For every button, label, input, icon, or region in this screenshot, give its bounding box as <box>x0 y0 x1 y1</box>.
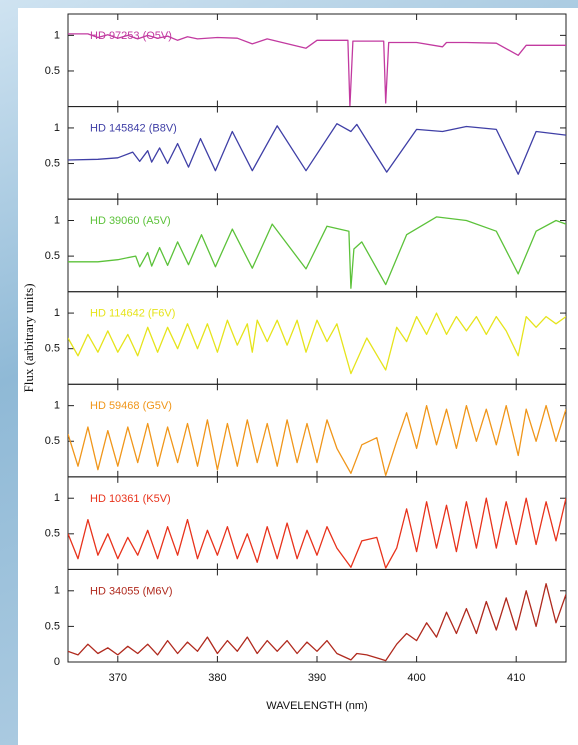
series-label: HD 10361 (K5V) <box>90 493 171 505</box>
x-tick-label: 390 <box>308 672 326 684</box>
series-label: HD 34055 (M6V) <box>90 585 173 597</box>
x-tick-label: 400 <box>407 672 425 684</box>
panel: 0.5 1 HD 145842 (B8V) <box>45 106 567 200</box>
series-label: HD 97253 (O5V) <box>90 30 172 42</box>
spectrum-line <box>68 33 566 107</box>
x-tick-label: 410 <box>507 672 525 684</box>
x-axis-label: WAVELENGTH (nm) <box>266 700 367 712</box>
y-tick-label: 1 <box>54 307 60 319</box>
series-label: HD 145842 (B8V) <box>90 122 177 134</box>
series-label: HD 39060 (A5V) <box>90 215 171 227</box>
y-tick-label: 1 <box>54 585 60 597</box>
series-label: HD 59468 (G5V) <box>90 400 172 412</box>
spectrum-line <box>68 216 566 289</box>
y-tick-label: 1 <box>54 29 60 41</box>
y-tick-label: 0.5 <box>45 343 60 355</box>
y-tick-label: 0.5 <box>45 620 60 632</box>
y-tick-label: 0.5 <box>45 528 60 540</box>
y-tick-label: 1 <box>54 214 60 226</box>
spectrum-line <box>68 312 566 375</box>
y-axis-label: Flux (arbitrary units) <box>21 283 36 392</box>
x-tick-label: 370 <box>109 672 127 684</box>
y-tick-label: 0.5 <box>45 65 60 77</box>
spectrum-line <box>68 404 566 477</box>
chart-background <box>18 8 578 745</box>
spectrum-line <box>68 497 566 569</box>
y-tick-label: 1 <box>54 492 60 504</box>
spectrum-line <box>68 583 566 662</box>
spectrum-line <box>68 123 566 175</box>
x-tick-label: 380 <box>208 672 226 684</box>
y-tick-label: 0.5 <box>45 250 60 262</box>
panel: 0 0.5 1 370 380 390 400 410 WAVELENGTH (nm) HD 34… <box>45 568 567 712</box>
y-tick-label: 0 <box>54 656 60 668</box>
series-label: HD 114642 (F6V) <box>90 308 175 320</box>
y-tick-label: 1 <box>54 400 60 412</box>
y-tick-label: 1 <box>54 122 60 134</box>
y-tick-label: 0.5 <box>45 435 60 447</box>
y-tick-label: 0.5 <box>45 157 60 169</box>
